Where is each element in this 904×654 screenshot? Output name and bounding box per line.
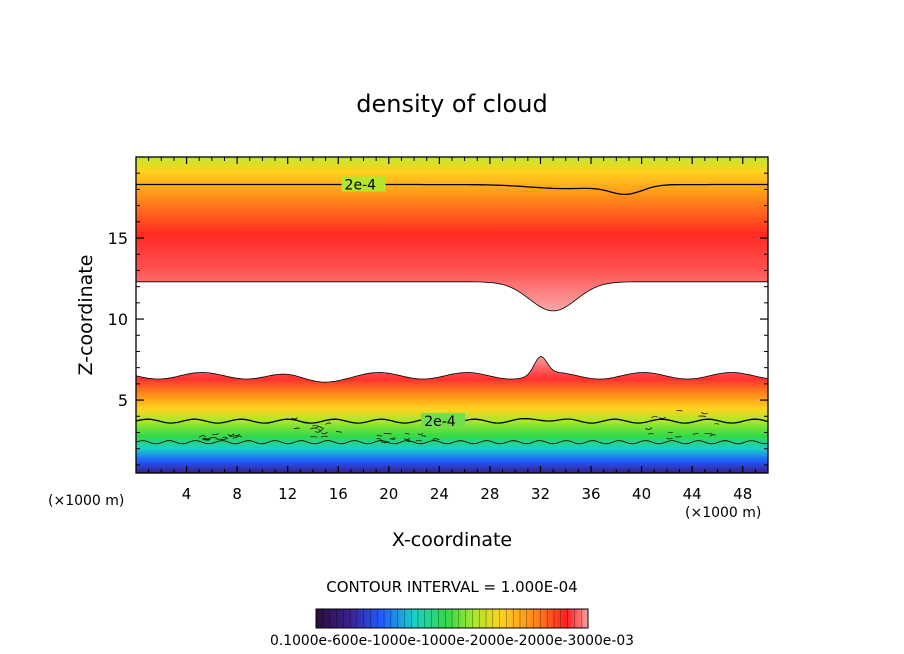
x-tick-label: 12 [278, 485, 297, 503]
x-tick-label: 36 [581, 485, 600, 503]
contour-label-background [421, 413, 466, 429]
x-unit-label-right: (×1000 m) [685, 505, 761, 521]
lower-layer-top-contour [136, 355, 768, 383]
y-axis: 5 10 15 [108, 172, 768, 466]
x-tick-label: 24 [430, 485, 449, 503]
colorbar [315, 608, 589, 629]
lower-layer-noise [198, 410, 720, 444]
chart-title: density of cloud [356, 90, 547, 118]
x-tick-label: 44 [683, 485, 702, 503]
upper-contour-line [136, 183, 768, 196]
x-tick-label: 28 [480, 485, 499, 503]
y-tick-label: 15 [108, 229, 128, 248]
x-tick-label: 8 [232, 485, 242, 503]
x-tick-label: 4 [182, 485, 192, 503]
y-axis-label: Z-coordinate [75, 255, 97, 376]
lower-layer-base-contour [136, 440, 768, 445]
contour-label-background [341, 176, 386, 192]
x-tick-label: 16 [329, 485, 348, 503]
contour-interval-label: CONTOUR INTERVAL = 1.000E-04 [326, 578, 577, 596]
x-axis-label: X-coordinate [392, 529, 512, 551]
upper-layer-base-contour [136, 281, 768, 312]
colorbar-segments [322, 609, 582, 628]
y-tick-label: 10 [108, 310, 128, 329]
y-tick-label: 5 [118, 391, 128, 410]
contour-label: 2e-4 [345, 178, 377, 194]
x-tick-label: 48 [733, 485, 752, 503]
x-unit-label-left: (×1000 m) [48, 493, 124, 509]
contour-label: 2e-4 [424, 414, 456, 430]
x-tick-label: 40 [632, 485, 651, 503]
upper-cloud-layer [136, 157, 768, 311]
contour-labels: 2e-4 2e-4 [341, 176, 466, 430]
colorbar-labels: 0.1000e-600e-1000e-1000e-2000e-2000e-300… [270, 633, 634, 649]
x-axis: 4 8 12 16 20 24 28 32 36 40 44 48 [148, 157, 756, 503]
plot-area: 2e-4 2e-4 [136, 157, 768, 473]
x-tick-label: 32 [531, 485, 550, 503]
x-tick-label: 20 [379, 485, 398, 503]
